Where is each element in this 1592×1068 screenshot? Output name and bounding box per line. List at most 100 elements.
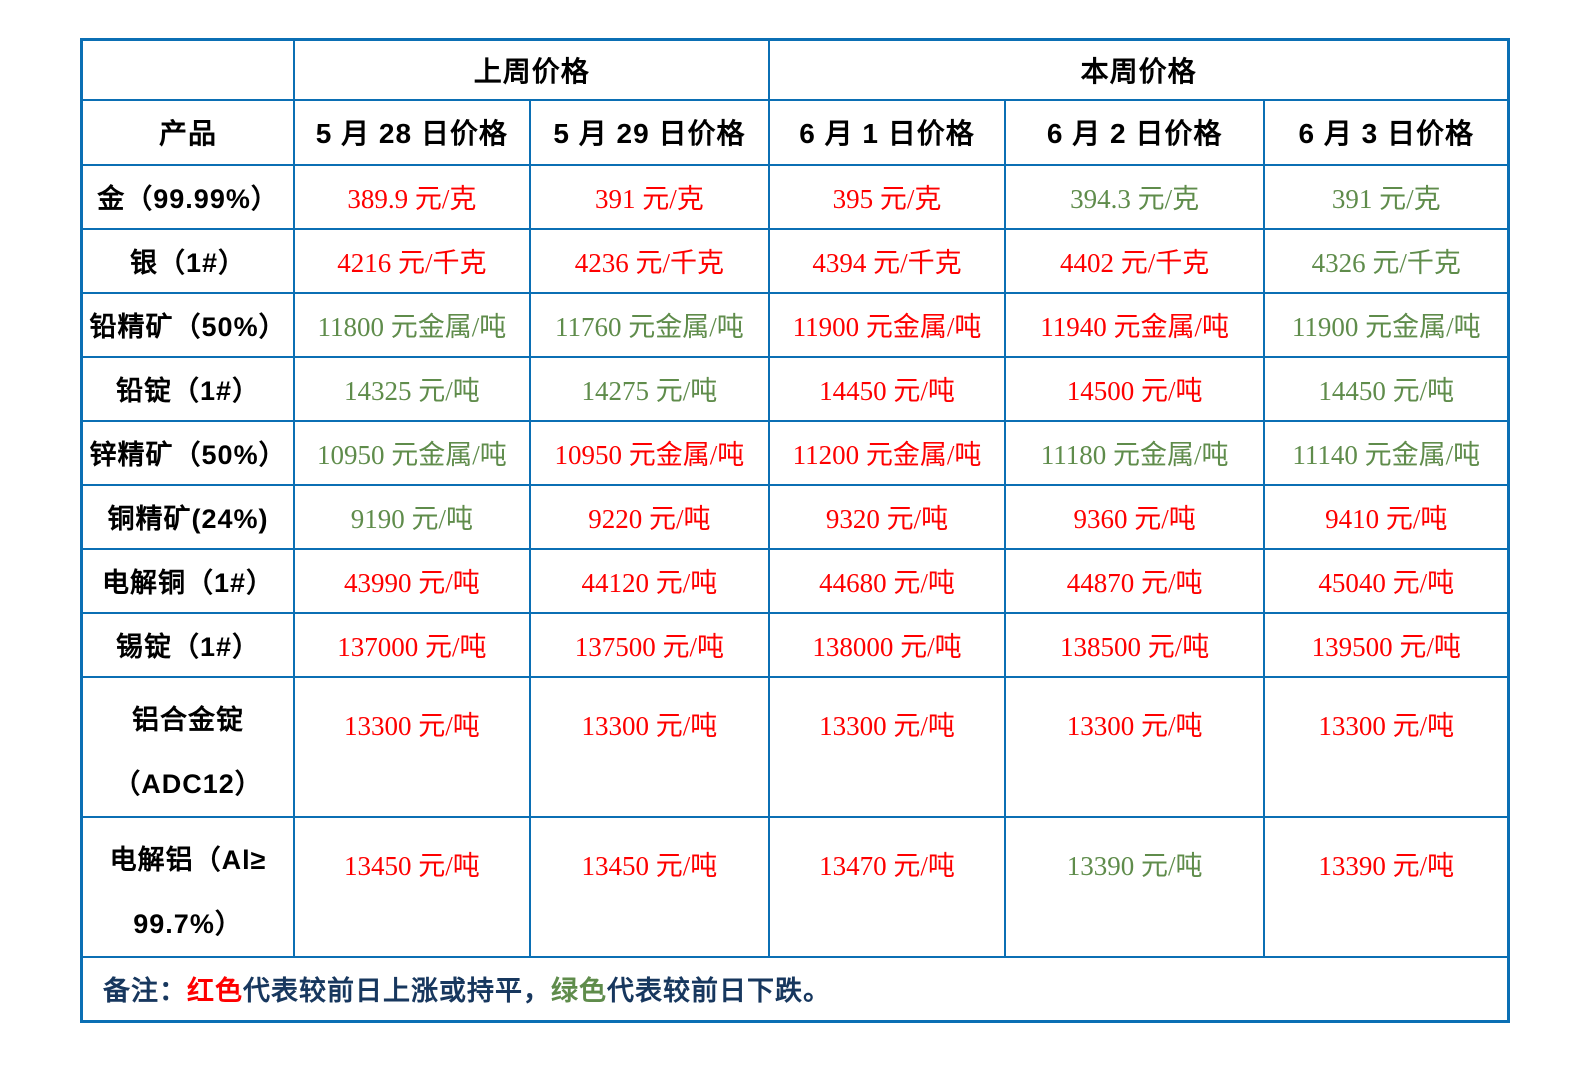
price-cell: 13300 元/吨 (528, 675, 771, 818)
price-value: 13390 元/吨 (1066, 850, 1203, 881)
price-value: 13300 元/吨 (819, 710, 955, 741)
price-cell: 13300 元/吨 (768, 675, 1006, 818)
date-header-jun1: 6 月 1 日价格 (768, 98, 1006, 166)
price-cell: 13390 元/吨 (1003, 815, 1266, 958)
footnote-row: 备注：红色代表较前日上涨或持平，绿色代表较前日下跌。 (80, 955, 1510, 1023)
price-value: 389.9 元/克 (347, 184, 477, 214)
price-cell: 13300 元/吨 (1003, 675, 1266, 818)
price-value: 14500 元/吨 (1066, 376, 1203, 406)
product-cell: 电解铜（1#） (80, 547, 296, 614)
this-week-group-header: 本周价格 (768, 38, 1510, 101)
price-value: 43990 元/吨 (343, 568, 480, 598)
product-cell: 银（1#） (80, 227, 296, 294)
table-row-lead-concentrate: 铅精矿（50%） 11800 元金属/吨 11760 元金属/吨 11900 元… (80, 291, 1510, 358)
price-value: 13300 元/吨 (343, 710, 480, 741)
price-value: 14450 元/吨 (1318, 376, 1455, 406)
price-cell: 14275 元/吨 (528, 355, 771, 422)
price-cell: 11200 元金属/吨 (768, 419, 1006, 486)
price-value: 4236 元/千克 (574, 248, 725, 278)
table-row-gold: 金（99.99%） 389.9 元/克 391 元/克 395 元/克 394.… (80, 163, 1510, 230)
price-cell: 44680 元/吨 (768, 547, 1006, 614)
price-value: 11900 元金属/吨 (792, 312, 982, 342)
price-cell: 9360 元/吨 (1003, 483, 1266, 550)
price-value: 11760 元金属/吨 (555, 312, 744, 342)
price-cell: 11900 元金属/吨 (1263, 291, 1510, 358)
price-value: 13300 元/吨 (1318, 710, 1455, 741)
price-cell: 391 元/克 (528, 163, 771, 230)
price-value: 9410 元/吨 (1325, 504, 1448, 534)
price-value: 139500 元/吨 (1311, 632, 1461, 662)
price-cell: 9410 元/吨 (1263, 483, 1510, 550)
price-cell: 14450 元/吨 (768, 355, 1006, 422)
price-value: 4394 元/千克 (812, 248, 962, 278)
price-value: 395 元/克 (832, 184, 942, 214)
price-value: 138000 元/吨 (812, 632, 962, 662)
price-cell: 13300 元/吨 (293, 675, 531, 818)
price-value: 13450 元/吨 (581, 850, 718, 881)
price-cell: 4326 元/千克 (1263, 227, 1510, 294)
price-value: 11180 元金属/吨 (1040, 440, 1229, 470)
price-value: 4216 元/千克 (337, 248, 487, 278)
price-cell: 11140 元金属/吨 (1263, 419, 1510, 486)
price-value: 394.3 元/克 (1070, 184, 1200, 214)
table-row-electrolytic-copper: 电解铜（1#） 43990 元/吨 44120 元/吨 44680 元/吨 44… (80, 547, 1510, 614)
price-value: 14325 元/吨 (343, 376, 480, 406)
price-cell: 44870 元/吨 (1003, 547, 1266, 614)
price-cell: 139500 元/吨 (1263, 611, 1510, 678)
price-cell: 4236 元/千克 (528, 227, 771, 294)
price-value: 13390 元/吨 (1318, 850, 1455, 881)
corner-cell (80, 38, 296, 101)
price-cell: 9190 元/吨 (293, 483, 531, 550)
price-cell: 13450 元/吨 (293, 815, 531, 958)
price-value: 45040 元/吨 (1318, 568, 1455, 598)
table-row-lead-ingot: 铅锭（1#） 14325 元/吨 14275 元/吨 14450 元/吨 145… (80, 355, 1510, 422)
price-cell: 137000 元/吨 (293, 611, 531, 678)
product-cell: 锌精矿（50%） (80, 419, 296, 486)
price-cell: 11940 元金属/吨 (1003, 291, 1266, 358)
price-cell: 137500 元/吨 (528, 611, 771, 678)
price-value: 11900 元金属/吨 (1291, 312, 1481, 342)
price-value: 11800 元金属/吨 (317, 312, 507, 342)
product-cell: 铅锭（1#） (80, 355, 296, 422)
price-value: 138500 元/吨 (1059, 632, 1210, 662)
price-cell: 14450 元/吨 (1263, 355, 1510, 422)
date-header-may29: 5 月 29 日价格 (528, 98, 771, 166)
price-cell: 11180 元金属/吨 (1003, 419, 1266, 486)
price-value: 10950 元金属/吨 (316, 440, 507, 470)
price-cell: 4394 元/千克 (768, 227, 1006, 294)
price-cell: 9320 元/吨 (768, 483, 1006, 550)
footnote-suffix: 代表较前日下跌。 (607, 976, 831, 1007)
product-cell: 铝合金锭 （ADC12） (80, 675, 296, 818)
product-cell: 锡锭（1#） (80, 611, 296, 678)
price-value: 44870 元/吨 (1066, 568, 1203, 598)
metal-price-table: 上周价格 本周价格 产品 5 月 28 日价格 5 月 29 日价格 6 月 1… (80, 38, 1510, 1023)
price-value: 11200 元金属/吨 (792, 440, 982, 470)
price-value: 44120 元/吨 (581, 568, 718, 598)
price-value: 4326 元/千克 (1311, 248, 1461, 278)
price-value: 14450 元/吨 (819, 376, 955, 406)
price-value: 391 元/克 (1331, 184, 1441, 214)
footnote-cell: 备注：红色代表较前日上涨或持平，绿色代表较前日下跌。 (80, 955, 1510, 1023)
date-header-jun3: 6 月 3 日价格 (1263, 98, 1510, 166)
price-value: 13450 元/吨 (343, 850, 480, 881)
table-row-silver: 银（1#） 4216 元/千克 4236 元/千克 4394 元/千克 4402… (80, 227, 1510, 294)
product-cell: 铜精矿(24%) (80, 483, 296, 550)
table-row-electrolytic-aluminum: 电解铝（Al≥ 99.7%） 13450 元/吨 13450 元/吨 13470… (80, 815, 1510, 958)
price-cell: 13470 元/吨 (768, 815, 1006, 958)
price-cell: 4216 元/千克 (293, 227, 531, 294)
price-cell: 11900 元金属/吨 (768, 291, 1006, 358)
price-cell: 44120 元/吨 (528, 547, 771, 614)
footnote-mid-text: 代表较前日上涨或持平， (243, 976, 551, 1007)
price-value: 13300 元/吨 (581, 710, 718, 741)
price-cell: 13300 元/吨 (1263, 675, 1510, 818)
table-row-aluminum-alloy-ingot: 铝合金锭 （ADC12） 13300 元/吨 13300 元/吨 13300 元… (80, 675, 1510, 818)
table-row-tin-ingot: 锡锭（1#） 137000 元/吨 137500 元/吨 138000 元/吨 … (80, 611, 1510, 678)
price-value: 137500 元/吨 (574, 632, 725, 662)
price-cell: 45040 元/吨 (1263, 547, 1510, 614)
price-value: 44680 元/吨 (819, 568, 955, 598)
price-cell: 9220 元/吨 (528, 483, 771, 550)
price-cell: 43990 元/吨 (293, 547, 531, 614)
product-cell: 铅精矿（50%） (80, 291, 296, 358)
last-week-group-header: 上周价格 (293, 38, 771, 101)
price-value: 391 元/克 (595, 184, 704, 214)
